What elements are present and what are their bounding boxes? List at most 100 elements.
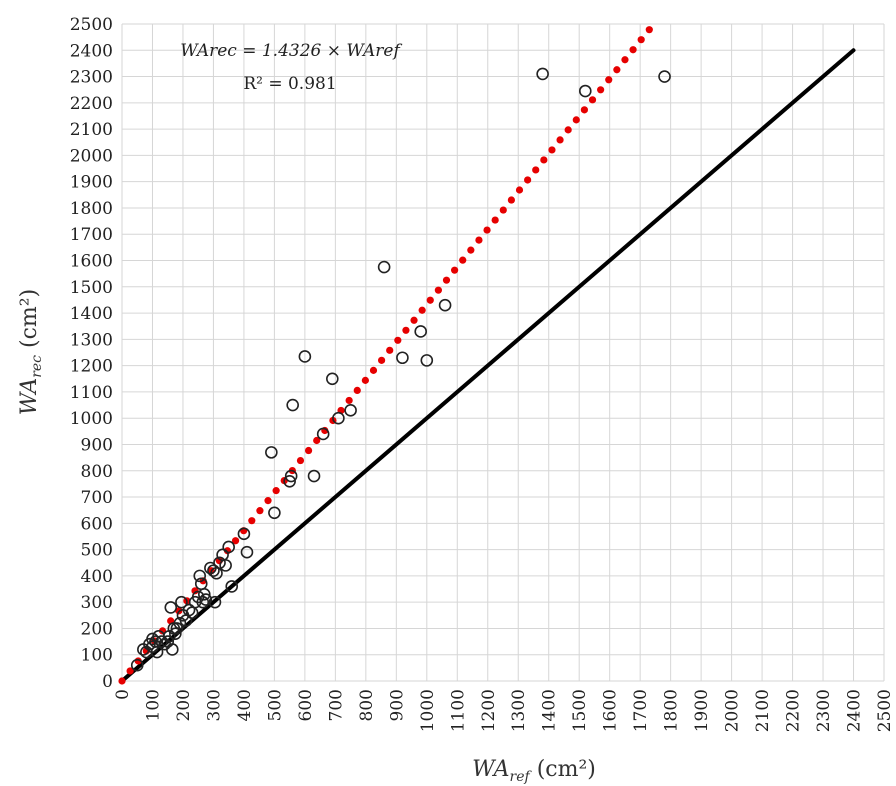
y-tick-label: 1100	[70, 383, 113, 403]
data-point	[344, 404, 357, 417]
y-axis-title-main: WA	[17, 378, 42, 415]
fit-line-dot	[377, 356, 386, 364]
fit-line-dot	[483, 226, 491, 234]
data-point	[536, 67, 549, 81]
x-tick-label: 2000	[723, 689, 743, 732]
x-tick-label: 1000	[418, 689, 438, 732]
fit-line-dot	[572, 116, 580, 124]
fit-line-dot	[507, 196, 515, 204]
data-point	[207, 564, 220, 577]
y-tick-label: 1500	[70, 278, 113, 298]
data-point	[286, 398, 299, 412]
fit-line-dot	[118, 677, 126, 685]
fit-line-dot	[564, 126, 572, 134]
data-point	[130, 658, 144, 672]
fit-line-dot	[304, 446, 313, 455]
y-tick-label: 1300	[70, 330, 113, 350]
x-axis-title: WAref (cm²)	[472, 757, 596, 785]
x-tick-label: 700	[326, 689, 346, 721]
data-point	[307, 469, 321, 483]
x-tick-label: 1300	[509, 689, 529, 732]
data-point	[213, 556, 226, 570]
fit-line-dot	[580, 106, 589, 114]
data-point	[237, 527, 251, 541]
fit-line-dot	[191, 587, 199, 595]
x-tick-label: 600	[296, 689, 316, 721]
fit-line-dot	[556, 136, 564, 144]
y-tick-label: 300	[81, 593, 113, 613]
fit-line-dot	[467, 246, 475, 254]
data-point	[219, 559, 232, 572]
y-axis-title-unit: (cm²)	[17, 289, 42, 355]
data-point	[284, 469, 298, 483]
data-point	[316, 427, 330, 441]
fit-line-dot	[459, 256, 467, 264]
fit-line-dot	[491, 216, 499, 224]
x-axis-title-unit: (cm²)	[530, 757, 596, 782]
identity-line	[120, 48, 856, 683]
data-point	[240, 545, 254, 559]
data-point	[150, 645, 164, 659]
x-tick-label: 2400	[845, 689, 865, 732]
data-point	[199, 593, 213, 606]
y-axis-title-sub: rec	[29, 355, 45, 378]
fit-line-dot	[264, 497, 272, 505]
y-tick-label: 2500	[70, 15, 113, 35]
data-point	[326, 372, 339, 386]
y-tick-label: 2400	[70, 41, 113, 61]
y-tick-label: 2100	[70, 120, 113, 140]
x-tick-label: 1400	[540, 689, 560, 732]
fit-line-dot	[386, 346, 394, 354]
fit-line-dot	[524, 176, 532, 184]
fit-line	[118, 26, 653, 685]
x-axis-title-main: WA	[472, 757, 509, 782]
y-tick-label: 900	[81, 435, 113, 455]
y-tick-label: 700	[81, 488, 113, 508]
fit-line-dot	[475, 236, 483, 244]
data-point	[377, 260, 391, 274]
y-tick-label: 1800	[70, 199, 113, 219]
fit-line-dot	[361, 376, 369, 384]
data-point	[222, 540, 235, 554]
x-tick-label: 2300	[814, 689, 834, 732]
y-tick-label: 100	[81, 646, 113, 666]
data-point	[578, 84, 592, 98]
fit-line-dot	[410, 316, 418, 324]
data-point	[225, 580, 239, 593]
data-point	[283, 474, 296, 488]
x-tick-label: 2200	[784, 689, 804, 732]
fit-line-dot	[402, 326, 410, 334]
x-tick-label: 1900	[692, 689, 712, 732]
fit-line-dot	[248, 517, 256, 525]
data-point	[332, 411, 345, 425]
y-tick-label: 200	[81, 619, 113, 639]
y-tick-label: 1700	[70, 225, 113, 245]
y-tick-label: 600	[81, 514, 113, 534]
data-point	[265, 446, 278, 459]
fit-line-dot	[532, 166, 540, 174]
data-point	[396, 351, 409, 365]
x-tick-label: 1500	[570, 689, 590, 732]
x-tick-label: 1100	[448, 689, 468, 732]
x-tick-label: 100	[143, 689, 163, 721]
fit-line-dot	[345, 396, 353, 405]
y-tick-label: 2000	[70, 146, 113, 166]
fit-line-dot	[313, 436, 321, 445]
fit-line-dot	[442, 276, 451, 284]
fit-line-dot	[231, 537, 240, 545]
r-squared-label: R² = 0.981	[243, 74, 336, 94]
fit-line-dot	[426, 296, 434, 304]
data-point	[298, 350, 312, 363]
data-point	[182, 603, 196, 617]
y-tick-label: 2200	[70, 94, 113, 114]
data-point	[164, 601, 178, 614]
data-point	[169, 627, 182, 640]
data-point	[196, 595, 210, 609]
data-point	[197, 587, 211, 601]
equation-label: WArec = 1.4326 × WAref	[180, 41, 402, 61]
fit-line-dot	[621, 56, 629, 64]
y-tick-label: 1200	[70, 357, 113, 377]
x-tick-label: 1800	[662, 689, 682, 732]
y-tick-label: 800	[81, 462, 113, 482]
